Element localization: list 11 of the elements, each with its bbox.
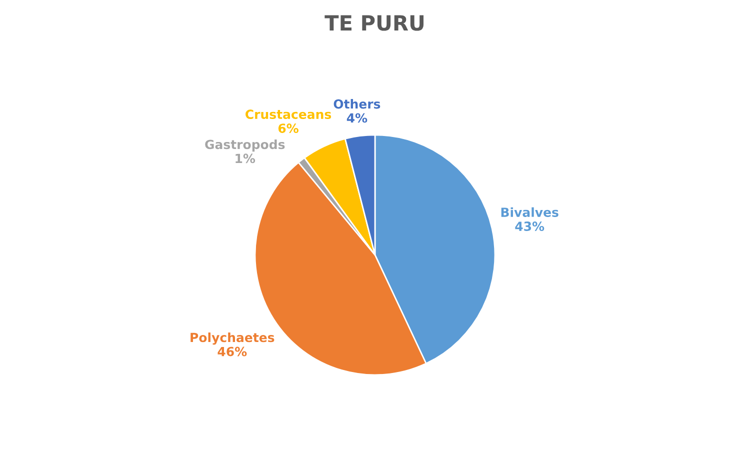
- data-label: 43%: [515, 222, 544, 231]
- data-label: 46%: [218, 346, 247, 356]
- slice-label: Polychaetes: [190, 332, 274, 345]
- slice-label: Others: [334, 99, 380, 109]
- data-label: 4%: [346, 113, 368, 123]
- data-label: 1%: [236, 154, 256, 164]
- slice-label: Bivalves: [501, 207, 558, 217]
- slice-label: Crustaceans: [246, 110, 332, 120]
- data-label: 6%: [278, 124, 298, 134]
- chart-title: TE PURU: [324, 15, 424, 31]
- slice-label: Gastropods: [205, 139, 285, 152]
